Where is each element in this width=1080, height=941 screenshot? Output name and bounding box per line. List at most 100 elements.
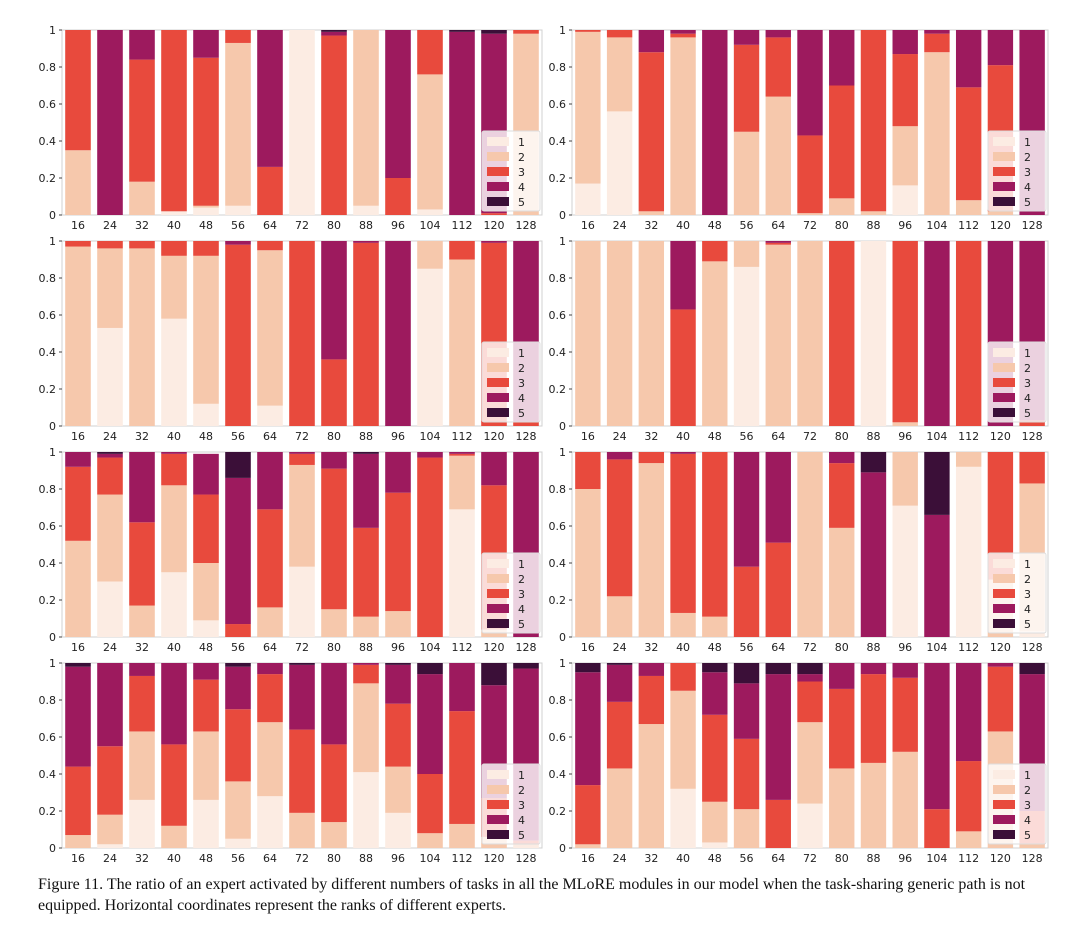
bar-segment-112-tasks-1: [449, 509, 475, 637]
bar-segment-112-tasks-4: [449, 31, 475, 215]
bar-segment-96-tasks-1: [892, 185, 918, 215]
bar-segment-104-tasks-4: [924, 30, 950, 34]
y-tick-label: 1: [49, 24, 56, 37]
legend-label-2: 2: [518, 151, 525, 164]
bar-segment-40-tasks-2: [670, 37, 696, 216]
x-tick-label: 72: [803, 219, 817, 232]
legend-swatch-3: [993, 167, 1015, 176]
bar-segment-40-tasks-1: [161, 211, 187, 215]
y-tick-label: 1: [559, 657, 566, 670]
bar-segment-104-tasks-1: [417, 268, 443, 426]
bar-segment-72-tasks-3: [289, 241, 315, 426]
legend-label-4: 4: [1024, 814, 1031, 827]
bar-segment-24-tasks-4: [606, 452, 633, 460]
bar-segment-128-tasks-3: [1019, 420, 1045, 426]
bar-segment-120-tasks-4: [481, 241, 507, 243]
bar-segment-96-tasks-4: [892, 663, 918, 678]
bar-segment-40-tasks-4: [670, 30, 696, 34]
x-tick-label: 104: [420, 219, 441, 232]
bar-segment-40-tasks-2: [670, 690, 696, 789]
y-tick-label: 0.8: [549, 483, 567, 496]
y-tick-label: 0.2: [549, 383, 567, 396]
bar-segment-112-tasks-2: [449, 823, 475, 848]
bar-segment-88-tasks-4: [353, 241, 379, 243]
legend-swatch-4: [993, 604, 1015, 613]
y-tick-label: 0.8: [549, 272, 567, 285]
bar-segment-16-tasks-4: [575, 672, 601, 786]
bar-segment-120-tasks-5: [481, 30, 507, 34]
bar-segment-48-tasks-1: [193, 207, 219, 215]
y-tick-label: 0: [49, 420, 56, 433]
bar-segment-72-tasks-2: [797, 241, 823, 426]
x-tick-label: 104: [926, 641, 947, 654]
bar-segment-104-tasks-2: [417, 241, 443, 269]
bar-segment-88-tasks-1: [860, 241, 887, 426]
bar-segment-16-tasks-3: [65, 766, 91, 836]
bar-segment-120-tasks-5: [481, 663, 507, 686]
x-tick-label: 112: [958, 219, 979, 232]
bar-segment-48-tasks-2: [702, 801, 728, 843]
y-tick-label: 0: [559, 842, 566, 855]
bar-segment-40-tasks-3: [670, 309, 696, 426]
bar-segment-32-tasks-4: [129, 663, 155, 676]
x-tick-label: 80: [327, 430, 341, 443]
bar-segment-48-tasks-3: [702, 452, 728, 617]
bar-segment-56-tasks-2: [225, 781, 251, 839]
bar-segment-112-tasks-4: [449, 452, 475, 454]
bar-segment-64-tasks-4: [765, 674, 791, 800]
legend: 1 2 3 4 5: [987, 341, 1047, 423]
bar-segment-96-tasks-2: [892, 422, 918, 426]
y-tick-label: 1: [559, 235, 566, 248]
x-tick-label: 128: [1022, 430, 1043, 443]
bar-segment-48-tasks-3: [193, 57, 219, 206]
bar-segment-128-tasks-1: [1019, 631, 1045, 637]
bar-segment-64-tasks-3: [765, 242, 791, 245]
bar-segment-48-tasks-3: [193, 241, 219, 256]
bar-segment-72-tasks-3: [289, 453, 315, 465]
legend-label-5: 5: [1024, 618, 1031, 631]
bar-segment-96-tasks-3: [892, 677, 918, 752]
y-tick-label: 0.2: [39, 594, 57, 607]
bar-segment-72-tasks-2: [797, 452, 823, 637]
bar-segment-96-tasks-4: [385, 241, 411, 426]
bar-segment-80-tasks-2: [829, 527, 855, 637]
x-tick-label: 40: [167, 852, 181, 865]
bar-segment-64-tasks-2: [765, 96, 791, 215]
legend-label-4: 4: [518, 392, 525, 405]
legend-swatch-2: [993, 152, 1015, 161]
legend-label-5: 5: [518, 407, 525, 420]
legend-swatch-1: [487, 348, 509, 357]
x-tick-label: 104: [926, 219, 947, 232]
y-tick-label: 0: [559, 631, 566, 644]
bar-segment-56-tasks-5: [225, 452, 251, 478]
legend-swatch-5: [993, 830, 1015, 839]
x-tick-label: 120: [990, 852, 1011, 865]
x-tick-label: 96: [898, 641, 912, 654]
bar-segment-112-tasks-2: [449, 259, 475, 426]
bar-segment-72-tasks-3: [289, 729, 315, 813]
x-tick-label: 64: [771, 641, 785, 654]
bar-segment-48-tasks-3: [702, 241, 728, 262]
x-tick-label: 56: [231, 219, 245, 232]
legend-swatch-2: [487, 785, 509, 794]
bar-segment-24-tasks-5: [97, 452, 123, 454]
bar-segment-96-tasks-4: [385, 452, 411, 493]
bar-segment-32-tasks-4: [129, 30, 155, 60]
bar-segment-72-tasks-3: [797, 681, 823, 723]
bar-segment-72-tasks-4: [289, 664, 315, 730]
legend-swatch-1: [993, 348, 1015, 357]
legend-swatch-1: [487, 559, 509, 568]
caption-label: Figure 11.: [38, 876, 104, 893]
y-tick-label: 0.6: [39, 731, 57, 744]
bar-segment-104-tasks-3: [417, 774, 443, 834]
bar-segment-48-tasks-2: [193, 563, 219, 621]
bar-segment-72-tasks-2: [289, 464, 315, 567]
bar-segment-56-tasks-5: [225, 663, 251, 667]
bar-segment-104-tasks-3: [924, 33, 950, 53]
bar-segment-24-tasks-2: [606, 596, 633, 637]
y-tick-label: 1: [559, 24, 566, 37]
legend-label-1: 1: [1024, 347, 1031, 360]
legend-label-3: 3: [1024, 377, 1031, 390]
bar-segment-48-tasks-2: [193, 255, 219, 404]
legend-swatch-3: [487, 167, 509, 176]
